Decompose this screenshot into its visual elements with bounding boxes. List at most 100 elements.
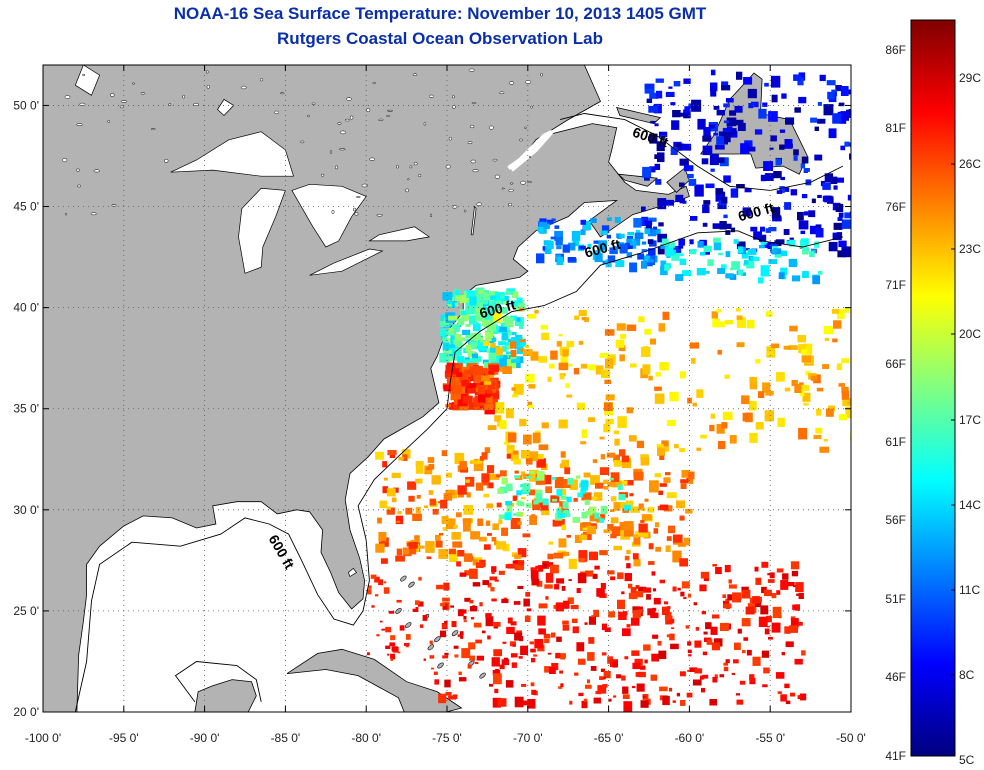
sst-southern-patch: [720, 622, 729, 631]
sst-cyan-patch: [773, 248, 782, 255]
sst-data-layer: [366, 69, 851, 712]
sst-shelf-patch: [442, 336, 448, 343]
small-lake: [140, 92, 146, 95]
sst-southern-patch: [650, 674, 658, 681]
sst-southern-patch: [494, 688, 499, 694]
sst-cool-eddy-patch: [623, 504, 632, 511]
sst-subtropical-patch: [659, 455, 665, 460]
sst-midocean-patch: [764, 410, 774, 422]
small-lake: [65, 212, 68, 216]
sst-southern-patch: [749, 674, 755, 680]
sst-subtropical-patch: [502, 543, 510, 552]
small-lake: [79, 102, 86, 106]
small-lake: [62, 158, 68, 163]
small-lake: [429, 94, 434, 98]
sst-cool-eddy-patch: [562, 501, 569, 509]
sst-southern-patch: [577, 658, 586, 665]
sst-shelf-patch: [447, 304, 452, 307]
sst-cold-patch: [712, 223, 721, 229]
sst-midocean-patch: [736, 342, 745, 348]
sst-southern-patch: [741, 589, 751, 599]
sst-midocean-patch: [674, 444, 679, 449]
sst-southern-patch: [529, 641, 534, 645]
lake-huron: [291, 183, 367, 248]
small-lake: [279, 92, 285, 95]
sst-midocean-patch: [603, 423, 611, 433]
sst-cool-eddy-patch: [600, 505, 608, 515]
sst-gom-patch: [626, 238, 633, 243]
sst-gulfstream-patch: [445, 404, 451, 408]
sst-cool-eddy-patch: [518, 501, 525, 507]
sst-midocean-patch: [541, 422, 549, 429]
small-lake: [352, 207, 357, 212]
sst-southern-patch: [442, 603, 448, 610]
sst-subtropical-patch: [641, 507, 646, 511]
sst-subtropical-patch: [624, 555, 630, 561]
sst-southern-patch: [563, 600, 570, 609]
sst-subtropical-patch: [452, 525, 458, 529]
sst-southern-patch: [511, 662, 517, 668]
sst-cold-patch: [769, 147, 774, 150]
sst-southern-patch: [474, 661, 479, 664]
sst-cyan-patch: [781, 250, 788, 257]
sst-southern-patch: [451, 621, 457, 628]
sst-shelf-patch: [439, 352, 450, 363]
sst-southern-patch: [601, 623, 607, 631]
sst-midocean-patch: [679, 371, 687, 379]
sst-cold-patch: [811, 198, 816, 204]
sst-cyan-patch: [771, 249, 777, 253]
sst-southern-patch: [607, 570, 615, 575]
sst-subtropical-patch: [557, 507, 565, 514]
sst-southern-patch: [801, 650, 806, 656]
sst-southern-patch: [694, 640, 702, 648]
sst-southern-patch: [769, 572, 775, 579]
sst-cold-patch: [793, 74, 802, 81]
sst-southern-patch: [767, 573, 771, 576]
sst-midocean-patch: [710, 413, 716, 419]
sst-subtropical-patch: [472, 559, 479, 566]
sst-gulfstream-patch: [453, 399, 461, 405]
sst-southern-patch: [685, 625, 690, 629]
sst-southern-patch: [725, 659, 730, 664]
sst-subtropical-patch: [510, 452, 519, 462]
sst-midocean-patch: [604, 379, 611, 384]
sst-subtropical-patch: [680, 483, 687, 489]
sst-cold-patch: [721, 85, 731, 91]
sst-southern-patch: [705, 622, 712, 630]
sst-midocean-patch: [801, 349, 808, 355]
sst-cold-patch: [815, 224, 822, 231]
sst-southern-patch: [454, 654, 459, 658]
sst-subtropical-patch: [510, 517, 521, 529]
sst-gulfstream-patch: [484, 403, 494, 410]
small-lake: [354, 212, 359, 216]
sst-gom-patch: [655, 228, 661, 235]
lake-nipigon: [217, 98, 235, 116]
sst-cyan-patch: [746, 260, 755, 269]
sst-cold-patch: [654, 154, 659, 159]
sst-cool-eddy-patch: [497, 488, 504, 494]
lon-tick-label: -70 0': [513, 731, 543, 745]
sst-cold-patch: [702, 145, 713, 156]
sst-cold-patch: [689, 239, 694, 245]
sst-shelf-patch: [454, 295, 463, 302]
map-axes: -100 0' -95 0' -90 0' -85 0' -80 0' -75 0' -70…: [13, 65, 866, 745]
sst-midocean-patch: [844, 308, 850, 313]
colorbar-f-label: 71F: [885, 278, 906, 292]
sst-cold-patch: [710, 168, 715, 172]
sst-cold-patch: [803, 168, 810, 172]
sst-gom-patch: [568, 242, 576, 251]
sst-southern-patch: [728, 584, 737, 589]
north-america-land: [43, 65, 690, 712]
sst-midocean-patch: [692, 402, 697, 407]
sst-cool-eddy-patch: [580, 480, 589, 488]
sst-subtropical-patch: [462, 518, 472, 524]
sst-subtropical-patch: [603, 529, 611, 534]
sst-southern-patch: [559, 670, 564, 674]
sst-midocean-patch: [480, 375, 490, 381]
sst-southern-patch: [498, 570, 505, 575]
sst-gulfstream-patch: [478, 392, 487, 403]
sst-shelf-patch: [440, 328, 447, 336]
sst-gom-patch: [606, 217, 612, 221]
bahamas-island: [427, 644, 435, 651]
sst-cold-patch: [648, 105, 658, 113]
